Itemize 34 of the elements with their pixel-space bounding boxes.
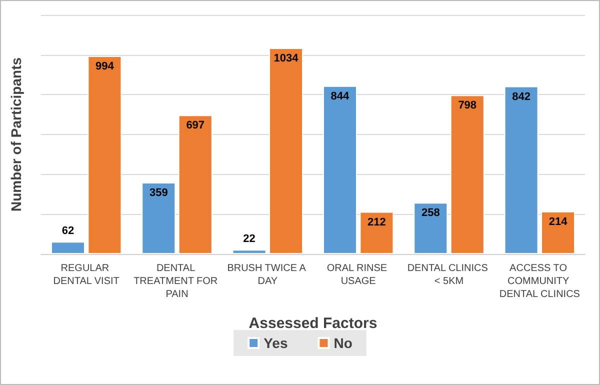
x-tick-label: DENTAL TREATMENT FOR PAIN xyxy=(134,263,220,300)
data-label: 62 xyxy=(62,225,74,238)
x-tick-label: ORAL RINSE USAGE xyxy=(326,263,390,287)
data-label: 214 xyxy=(548,216,568,228)
bar xyxy=(450,95,484,254)
x-axis-title: Assessed Factors xyxy=(248,315,378,332)
data-label: 258 xyxy=(421,207,440,220)
data-label: 994 xyxy=(96,60,115,73)
bar xyxy=(88,56,122,254)
x-tick-label: ACCESS TO COMMUNITY DENTAL CLINICS xyxy=(499,263,580,300)
data-label: 359 xyxy=(149,187,168,199)
bar xyxy=(142,182,176,254)
legend-label: No xyxy=(334,335,352,351)
bar xyxy=(414,202,448,254)
y-axis-title: Number of Participants xyxy=(8,57,24,212)
data-label: 697 xyxy=(186,120,205,132)
data-label: 842 xyxy=(512,90,530,103)
bar xyxy=(541,211,576,254)
bar xyxy=(322,86,357,254)
x-tick-label: BRUSH TWICE A DAY xyxy=(227,263,308,287)
bar xyxy=(269,48,304,254)
data-label: 22 xyxy=(243,233,256,246)
data-label: 212 xyxy=(368,216,386,228)
x-tick-label: DENTAL CLINICS < 5KM xyxy=(407,263,491,287)
data-label: 844 xyxy=(330,90,350,102)
bar xyxy=(504,86,538,254)
data-label: 1034 xyxy=(274,52,300,65)
bar xyxy=(360,212,394,254)
bar xyxy=(178,115,212,254)
legend-label: Yes xyxy=(264,335,288,351)
data-label: 798 xyxy=(458,100,477,112)
bar xyxy=(50,242,85,254)
x-tick-label: REGULAR DENTAL VISIT xyxy=(53,263,120,287)
bar xyxy=(232,250,266,254)
